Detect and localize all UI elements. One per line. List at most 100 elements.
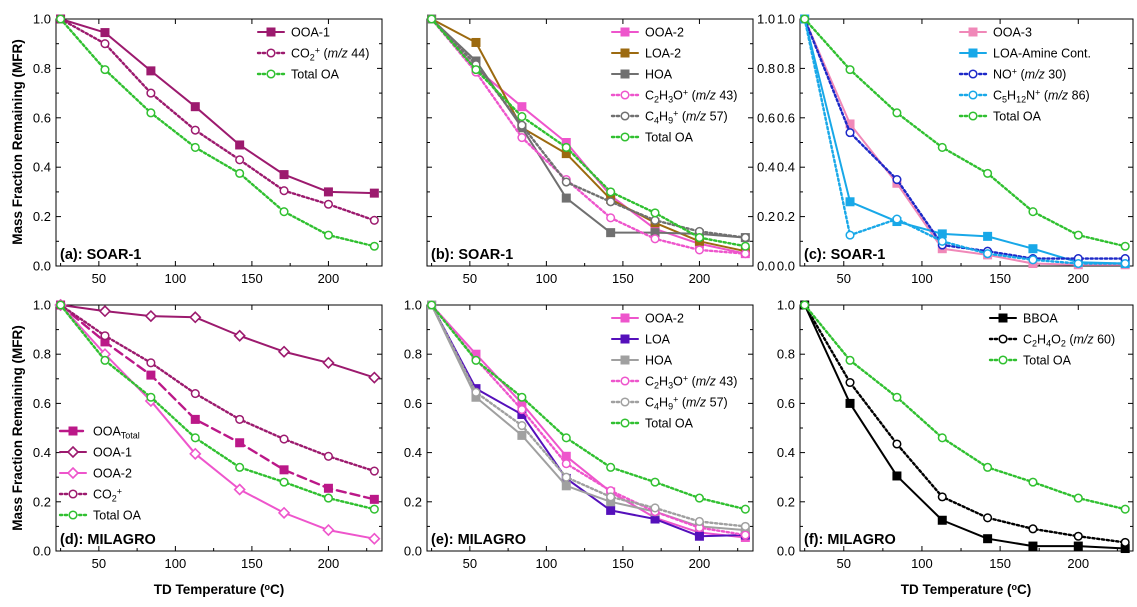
y-tick-label: 0.0: [404, 544, 422, 559]
legend-marker: [620, 355, 630, 365]
data-point-no-m-z-30: [892, 175, 902, 185]
legend-label: Total OA: [1023, 354, 1072, 368]
x-tick-label: 150: [612, 271, 634, 286]
x-tick-label: 50: [463, 556, 477, 571]
data-point-total-oa: [427, 300, 437, 310]
legend-label: OOA-2: [93, 467, 132, 481]
data-point-hoa: [606, 228, 616, 238]
data-point-total-oa: [740, 241, 750, 251]
data-point-total-oa: [694, 233, 704, 243]
data-point-hoa: [561, 481, 571, 491]
legend-marker: [968, 90, 978, 100]
data-point-c4h9-m-z-57: [561, 177, 571, 187]
data-point-ooa-total: [323, 483, 333, 493]
y-tick-label: 1.0: [777, 12, 795, 27]
data-point-ooa-1: [190, 102, 200, 112]
plot-frame: [426, 304, 754, 552]
legend-marker: [620, 111, 630, 121]
data-point-c5h12n-m-z-86: [1120, 258, 1130, 269]
legend-label: Total OA: [993, 110, 1042, 124]
series-hoa: [427, 14, 750, 243]
data-point-bboa: [1073, 541, 1083, 551]
data-point-total-oa: [56, 14, 66, 24]
data-point-ooa-1: [369, 188, 379, 198]
data-point-ooa-1: [277, 345, 291, 358]
y-axis-title: Mass Fraction Remaining (MFR): [10, 325, 25, 531]
series-loa: [427, 300, 750, 541]
data-point-c4h9-m-z-57: [561, 472, 571, 482]
x-tick-label: 100: [165, 556, 187, 571]
data-point-c2h4o2-m-z-60: [1073, 531, 1083, 541]
y-tick-label: 0.4: [777, 445, 795, 460]
panel-label: (a): SOAR-1: [60, 247, 141, 263]
data-point-co2-m-z-44: [100, 39, 110, 49]
data-point-total-oa: [740, 504, 750, 514]
data-point-total-oa: [190, 433, 200, 443]
legend-label: OOA-2: [645, 312, 684, 326]
legend-marker: [620, 48, 630, 58]
data-point-loa: [694, 531, 704, 541]
x-tick-label: 50: [92, 271, 106, 286]
y-tick-label: 1.0: [33, 298, 51, 313]
data-point-co2: [190, 389, 200, 399]
y-tick-label: 0.8: [404, 347, 422, 362]
data-point-total-oa: [845, 355, 855, 365]
x-tick-label: 150: [989, 271, 1011, 286]
data-point-loa-amine-cont: [845, 197, 855, 207]
data-point-c4h9-m-z-57: [517, 420, 527, 431]
data-point-c5h12n-m-z-86: [845, 230, 855, 240]
x-axis-title: TD Temperature (oC): [154, 582, 285, 597]
data-point-ooa-1: [279, 170, 289, 180]
data-point-no-m-z-30: [845, 128, 855, 138]
data-point-total-oa: [983, 462, 993, 472]
legend-marker: [620, 397, 630, 407]
legend-label: CO2+ (m/z 44): [291, 45, 369, 62]
data-point-total-oa: [100, 65, 110, 75]
data-point-total-oa: [471, 65, 481, 75]
data-point-total-oa: [650, 208, 660, 218]
data-point-total-oa: [369, 241, 379, 251]
data-point-ooa-1: [144, 309, 158, 323]
data-point-total-oa: [983, 168, 993, 178]
series-total-oa: [56, 14, 379, 251]
data-point-ooa-1: [189, 311, 202, 324]
legend-label: CO2+: [93, 486, 122, 503]
y-tick-label: 0.2: [33, 494, 51, 509]
series-line-total-oa: [803, 17, 1127, 248]
panel-label: (c): SOAR-1: [804, 247, 885, 263]
x-tick-label: 150: [241, 271, 263, 286]
series-line-c4h9-m-z-57: [430, 17, 747, 239]
legend-marker: [68, 426, 78, 436]
data-point-total-oa: [561, 433, 571, 443]
data-point-ooa-total: [369, 494, 379, 504]
y-tick-label: 0.8: [33, 61, 51, 76]
data-point-ooa-1: [235, 140, 245, 150]
data-point-c4h9-m-z-57: [694, 516, 704, 527]
series-line-ooa-2: [430, 18, 747, 255]
series-total-oa: [56, 300, 379, 514]
data-point-total-oa: [800, 300, 810, 310]
x-tick-label: 150: [612, 556, 634, 571]
series-line-no-m-z-30: [803, 17, 1127, 260]
y-tick-label: 0.8: [757, 61, 775, 76]
data-point-c4h9-m-z-57: [606, 492, 616, 502]
legend-label: C4H9+ (m/z 57): [645, 108, 728, 125]
legend-marker: [620, 418, 630, 428]
legend-marker: [968, 48, 978, 58]
data-point-ooa-1: [100, 28, 110, 38]
legend-marker: [968, 27, 978, 37]
legend-marker: [968, 69, 978, 79]
data-point-total-oa: [1073, 493, 1083, 503]
legend-marker: [620, 334, 630, 344]
series-line-c2h3o-m-z-43: [430, 17, 747, 255]
data-point-c2h3o-m-z-43: [740, 530, 750, 540]
y-tick-label: 0.2: [777, 494, 795, 509]
data-point-co2-m-z-44: [190, 125, 200, 135]
data-point-co2: [369, 466, 379, 476]
legend-marker: [620, 313, 630, 323]
data-point-ooa-1: [322, 356, 335, 369]
data-point-total-oa: [146, 108, 156, 118]
data-point-loa-amine-cont: [1028, 244, 1038, 254]
data-point-ooa-1: [98, 305, 112, 318]
series-c2h4o2-m-z-60: [800, 300, 1130, 547]
